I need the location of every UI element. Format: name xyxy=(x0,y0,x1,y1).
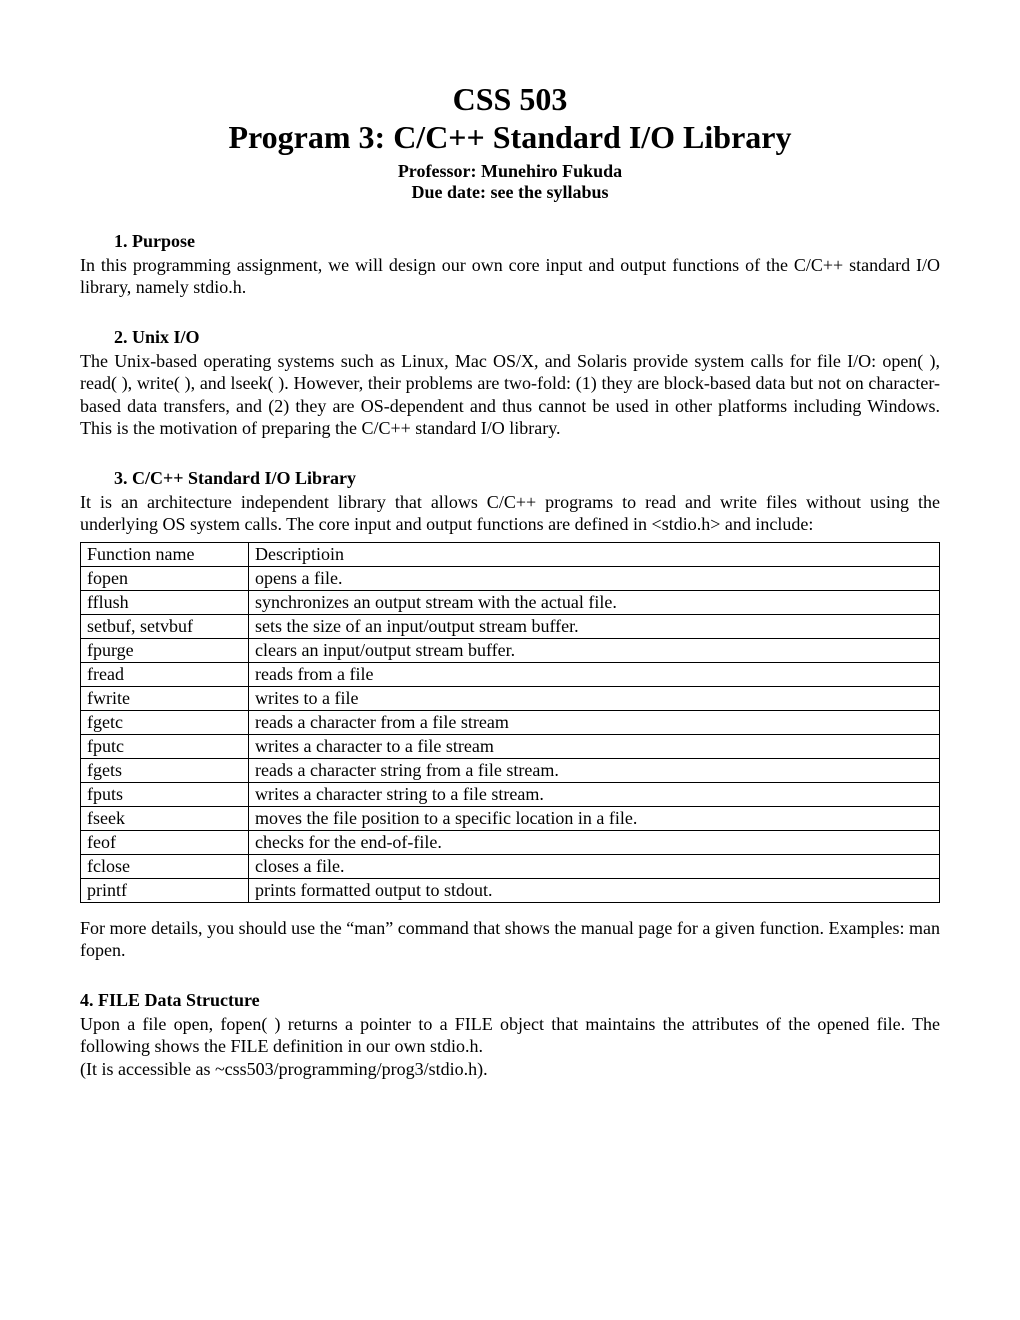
professor-line: Professor: Munehiro Fukuda xyxy=(80,161,940,182)
func-desc: reads a character from a file stream xyxy=(249,710,940,734)
table-row: fputcwrites a character to a file stream xyxy=(81,734,940,758)
section-2-heading: 2. Unix I/O xyxy=(114,327,940,348)
func-name: fseek xyxy=(81,806,249,830)
section-3-body: It is an architecture independent librar… xyxy=(80,491,940,536)
table-row: printfprints formatted output to stdout. xyxy=(81,878,940,902)
table-row: fwritewrites to a file xyxy=(81,686,940,710)
section-1-body: In this programming assignment, we will … xyxy=(80,254,940,299)
func-name: setbuf, setvbuf xyxy=(81,614,249,638)
func-name: fgetc xyxy=(81,710,249,734)
func-desc: closes a file. xyxy=(249,854,940,878)
section-4-body-1: Upon a file open, fopen( ) returns a poi… xyxy=(80,1013,940,1058)
func-name: fgets xyxy=(81,758,249,782)
table-row: setbuf, setvbufsets the size of an input… xyxy=(81,614,940,638)
func-desc: writes a character string to a file stre… xyxy=(249,782,940,806)
table-row: fgetsreads a character string from a fil… xyxy=(81,758,940,782)
section-4-body-2: (It is accessible as ~css503/programming… xyxy=(80,1058,940,1081)
func-desc: synchronizes an output stream with the a… xyxy=(249,590,940,614)
func-name: fwrite xyxy=(81,686,249,710)
after-table-text: For more details, you should use the “ma… xyxy=(80,917,940,962)
table-row: fgetcreads a character from a file strea… xyxy=(81,710,940,734)
section-3-heading: 3. C/C++ Standard I/O Library xyxy=(114,468,940,489)
func-name: fpurge xyxy=(81,638,249,662)
table-row: fpurgeclears an input/output stream buff… xyxy=(81,638,940,662)
func-name: fclose xyxy=(81,854,249,878)
section-1-heading: 1. Purpose xyxy=(114,231,940,252)
func-name: fread xyxy=(81,662,249,686)
func-desc: writes a character to a file stream xyxy=(249,734,940,758)
table-row: freadreads from a file xyxy=(81,662,940,686)
functions-table: Function name Descriptioin fopenopens a … xyxy=(80,542,940,903)
func-desc: reads from a file xyxy=(249,662,940,686)
table-row: feofchecks for the end-of-file. xyxy=(81,830,940,854)
due-date-line: Due date: see the syllabus xyxy=(80,182,940,203)
func-name: fputs xyxy=(81,782,249,806)
func-desc: prints formatted output to stdout. xyxy=(249,878,940,902)
func-name: printf xyxy=(81,878,249,902)
func-desc: opens a file. xyxy=(249,566,940,590)
func-name: fflush xyxy=(81,590,249,614)
table-row: fseekmoves the file position to a specif… xyxy=(81,806,940,830)
func-desc: moves the file position to a specific lo… xyxy=(249,806,940,830)
table-row: fclosecloses a file. xyxy=(81,854,940,878)
title-block: CSS 503 Program 3: C/C++ Standard I/O Li… xyxy=(80,80,940,203)
section-4-heading: 4. FILE Data Structure xyxy=(80,990,940,1011)
table-header-row: Function name Descriptioin xyxy=(81,542,940,566)
func-name: feof xyxy=(81,830,249,854)
func-desc: reads a character string from a file str… xyxy=(249,758,940,782)
page: CSS 503 Program 3: C/C++ Standard I/O Li… xyxy=(0,0,1020,1320)
func-desc: sets the size of an input/output stream … xyxy=(249,614,940,638)
course-code: CSS 503 xyxy=(80,80,940,118)
table-row: fputswrites a character string to a file… xyxy=(81,782,940,806)
func-name: fopen xyxy=(81,566,249,590)
func-desc: writes to a file xyxy=(249,686,940,710)
table-header-desc: Descriptioin xyxy=(249,542,940,566)
func-desc: checks for the end-of-file. xyxy=(249,830,940,854)
func-desc: clears an input/output stream buffer. xyxy=(249,638,940,662)
func-name: fputc xyxy=(81,734,249,758)
table-row: fopenopens a file. xyxy=(81,566,940,590)
table-header-name: Function name xyxy=(81,542,249,566)
section-2-body: The Unix-based operating systems such as… xyxy=(80,350,940,440)
table-row: fflushsynchronizes an output stream with… xyxy=(81,590,940,614)
assignment-title: Program 3: C/C++ Standard I/O Library xyxy=(80,118,940,156)
